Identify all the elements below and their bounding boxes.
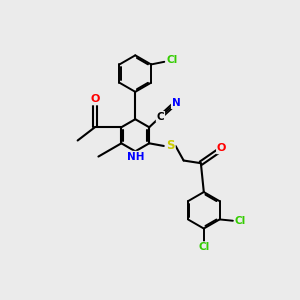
- Text: Cl: Cl: [167, 55, 178, 65]
- Text: NH: NH: [127, 152, 144, 162]
- Text: Cl: Cl: [235, 216, 246, 226]
- Text: O: O: [90, 94, 100, 104]
- Text: Cl: Cl: [198, 242, 209, 252]
- Text: S: S: [166, 140, 175, 152]
- Text: N: N: [172, 98, 181, 108]
- Text: C: C: [157, 112, 164, 122]
- Text: O: O: [217, 143, 226, 153]
